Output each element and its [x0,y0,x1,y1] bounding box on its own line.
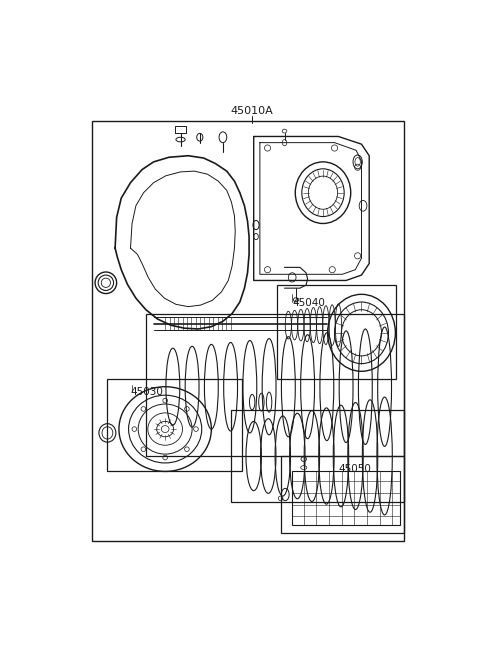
Bar [92,121,404,541]
Text: 45050: 45050 [338,464,371,474]
Text: 45030: 45030 [131,387,163,397]
Bar [292,472,400,525]
Text: 45040: 45040 [292,298,325,308]
Text: 45010A: 45010A [231,106,274,116]
